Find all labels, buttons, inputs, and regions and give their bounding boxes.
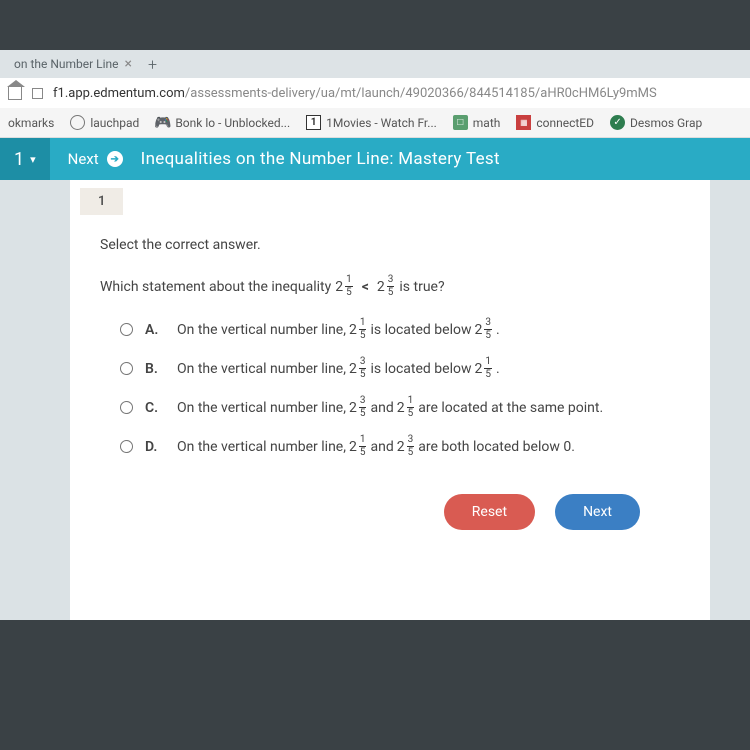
answer-option[interactable]: D. On the vertical number line, 215 and 2… <box>120 435 680 458</box>
option-label: B. <box>145 361 165 377</box>
globe-icon <box>70 115 85 130</box>
bookmark-item[interactable]: ✓Desmos Grap <box>610 115 702 130</box>
option-text: On the vertical number line, 215 and 235… <box>177 435 575 458</box>
site-info-icon[interactable] <box>32 88 43 99</box>
chevron-down-icon: ▾ <box>30 153 36 166</box>
reset-button[interactable]: Reset <box>444 494 535 530</box>
next-button[interactable]: Next <box>555 494 640 530</box>
radio-button[interactable] <box>120 440 133 453</box>
question-stem: Which statement about the inequality 215… <box>100 275 680 298</box>
question-card: 1 Select the correct answer. Which state… <box>70 180 710 620</box>
answer-options: A. On the vertical number line, 215 is lo… <box>120 318 680 458</box>
browser-tab[interactable]: on the Number Line × <box>4 50 142 78</box>
option-text: On the vertical number line, 235 and 215… <box>177 396 603 419</box>
bookmark-item[interactable]: □math <box>453 115 501 130</box>
controller-icon: 🎮 <box>155 115 170 130</box>
option-label: A. <box>145 322 165 338</box>
option-label: D. <box>145 439 165 455</box>
bookmark-item[interactable]: 🎮Bonk lo - Unblocked... <box>155 115 290 130</box>
answer-option[interactable]: C. On the vertical number line, 235 and 2… <box>120 396 680 419</box>
arrow-right-icon: ➔ <box>107 151 123 167</box>
desmos-icon: ✓ <box>610 115 625 130</box>
address-bar[interactable]: f1.app.edmentum.com/assessments-delivery… <box>0 78 750 108</box>
home-icon[interactable] <box>8 86 22 100</box>
radio-button[interactable] <box>120 401 133 414</box>
option-text: On the vertical number line, 235 is loca… <box>177 357 500 380</box>
app-header: 1 ▾ Next ➔ Inequalities on the Number Li… <box>0 138 750 180</box>
tab-close-icon[interactable]: × <box>125 56 132 72</box>
option-text: On the vertical number line, 215 is loca… <box>177 318 500 341</box>
bookmark-item[interactable]: 11Movies - Watch Fr... <box>306 115 437 130</box>
lesson-title: Inequalities on the Number Line: Mastery… <box>141 149 500 169</box>
new-tab-button[interactable]: + <box>148 55 157 74</box>
option-label: C. <box>145 400 165 416</box>
one-icon: 1 <box>306 115 321 130</box>
instruction-text: Select the correct answer. <box>100 237 680 253</box>
url-text: f1.app.edmentum.com/assessments-delivery… <box>53 86 657 101</box>
math-icon: □ <box>453 115 468 130</box>
browser-tab-bar: on the Number Line × + <box>0 50 750 78</box>
header-next-button[interactable]: Next ➔ <box>50 150 141 168</box>
tab-title: on the Number Line <box>14 57 119 71</box>
content-area: 1 Select the correct answer. Which state… <box>0 180 750 620</box>
bookmarks-bar: okmarks lauchpad 🎮Bonk lo - Unblocked... 11… <box>0 108 750 138</box>
radio-button[interactable] <box>120 323 133 336</box>
answer-option[interactable]: B. On the vertical number line, 235 is lo… <box>120 357 680 380</box>
question-number-tab[interactable]: 1 <box>80 188 123 215</box>
bookmark-item[interactable]: lauchpad <box>70 115 139 130</box>
radio-button[interactable] <box>120 362 133 375</box>
question-nav-dropdown[interactable]: 1 ▾ <box>0 138 50 180</box>
bookmark-item[interactable]: okmarks <box>8 116 54 130</box>
connected-icon: ▦ <box>516 115 531 130</box>
bookmark-item[interactable]: ▦connectED <box>516 115 594 130</box>
answer-option[interactable]: A. On the vertical number line, 215 is lo… <box>120 318 680 341</box>
